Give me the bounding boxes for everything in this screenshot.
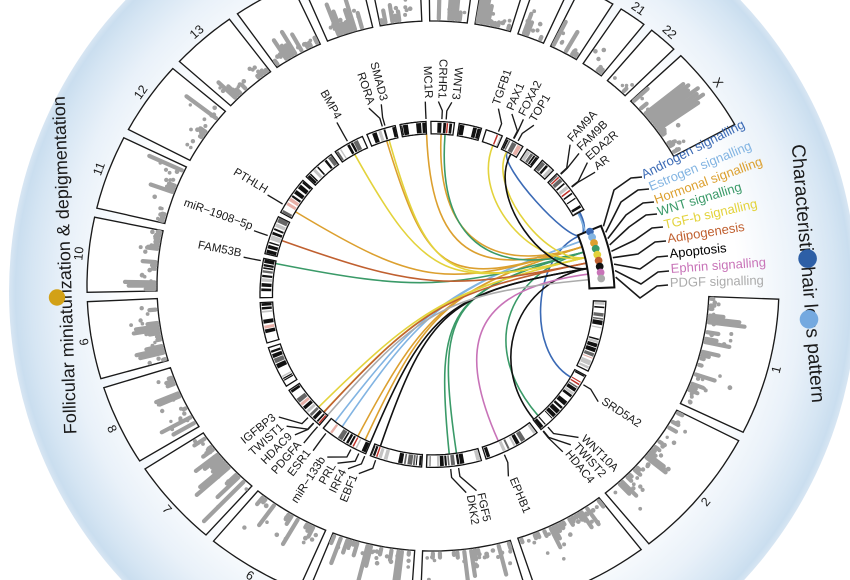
svg-text:DKK2: DKK2 bbox=[464, 494, 481, 526]
svg-text:10: 10 bbox=[71, 246, 86, 261]
svg-text:11: 11 bbox=[90, 160, 108, 177]
svg-text:PDGF signalling: PDGF signalling bbox=[670, 273, 764, 290]
svg-text:Apoptosis: Apoptosis bbox=[669, 240, 728, 261]
svg-text:MC1R: MC1R bbox=[421, 66, 434, 99]
svg-text:12: 12 bbox=[131, 83, 150, 102]
svg-text:1: 1 bbox=[769, 364, 784, 374]
svg-text:Ephrin signalling: Ephrin signalling bbox=[670, 254, 766, 276]
svg-text:3: 3 bbox=[590, 578, 603, 580]
svg-text:CRHR1: CRHR1 bbox=[436, 59, 449, 99]
svg-text:9: 9 bbox=[76, 337, 91, 346]
svg-text:WNT3: WNT3 bbox=[449, 67, 464, 101]
